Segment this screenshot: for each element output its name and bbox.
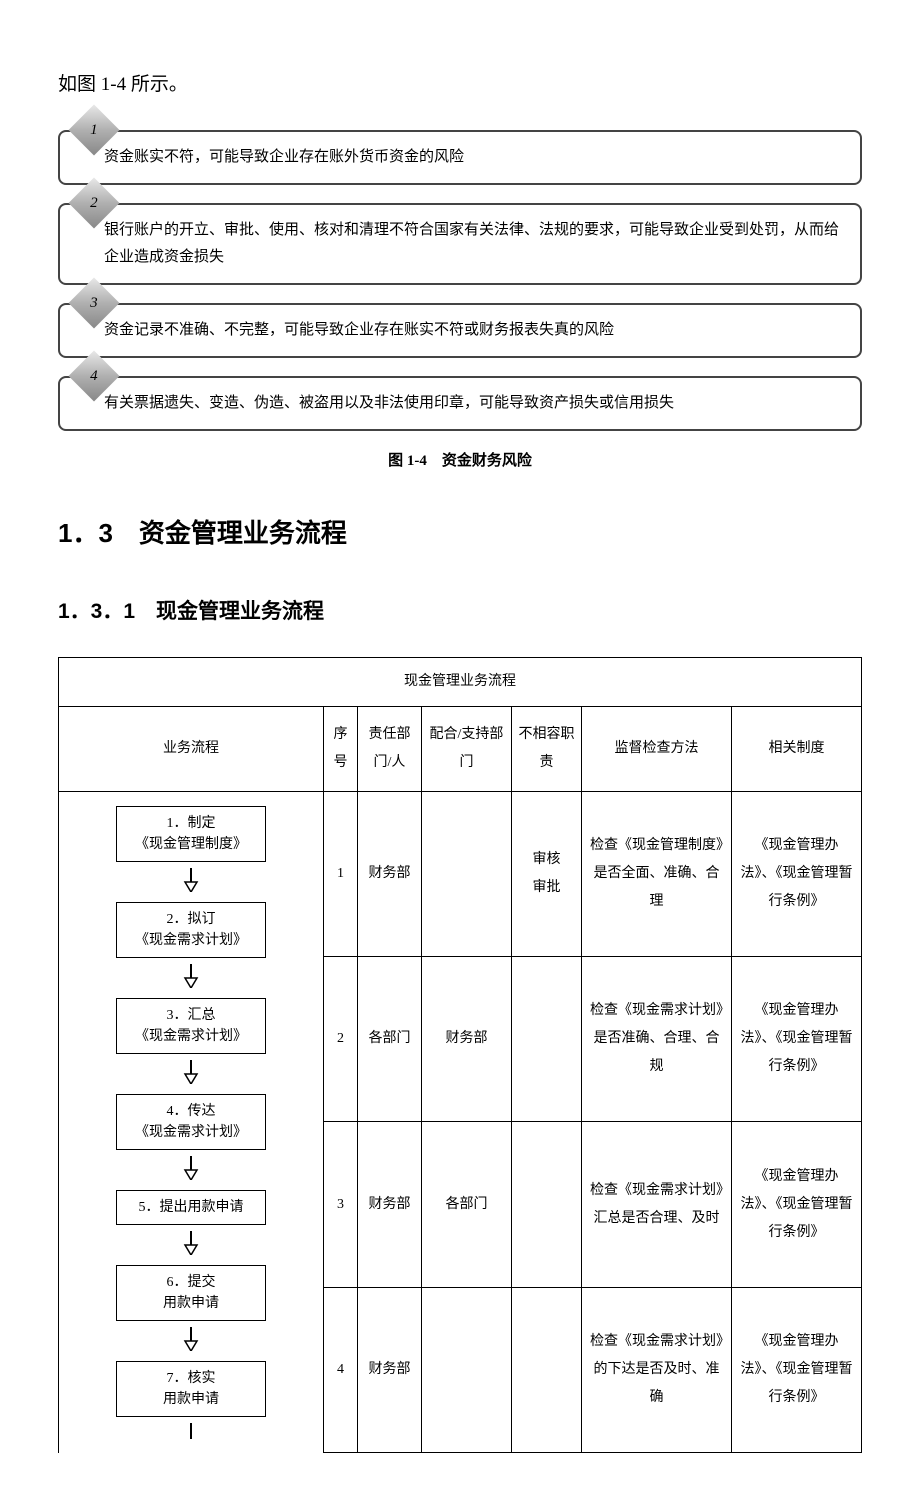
flow-arrow-icon [67, 1231, 315, 1259]
subsection-heading: 1．3．1 现金管理业务流程 [58, 595, 862, 629]
cell-system-1: 《现金管理办法》、《现金管理暂行条例》 [732, 791, 862, 956]
cell-dept-4: 财务部 [358, 1287, 422, 1452]
cell-monitor-4: 检查《现金需求计划》的下达是否及时、准确 [582, 1287, 732, 1452]
flow-step-2: 2．拟订《现金需求计划》 [116, 902, 266, 958]
cell-system-2: 《现金管理办法》、《现金管理暂行条例》 [732, 956, 862, 1121]
cell-seq-3: 3 [324, 1122, 358, 1287]
cell-seq-2: 2 [324, 956, 358, 1121]
header-seq: 序号 [324, 706, 358, 791]
cell-incompat-2 [512, 956, 582, 1121]
header-support: 配合/支持部门 [422, 706, 512, 791]
flow-step-1: 1．制定《现金管理制度》 [116, 806, 266, 862]
risk-box-2: 银行账户的开立、审批、使用、核对和清理不符合国家有关法律、法规的要求，可能导致企… [58, 203, 862, 285]
header-system: 相关制度 [732, 706, 862, 791]
risk-item-2: 2 银行账户的开立、审批、使用、核对和清理不符合国家有关法律、法规的要求，可能导… [58, 203, 862, 285]
cell-dept-3: 财务部 [358, 1122, 422, 1287]
flow-arrow-icon [67, 1156, 315, 1184]
cell-monitor-3: 检查《现金需求计划》汇总是否合理、及时 [582, 1122, 732, 1287]
risk-num-3: 3 [90, 291, 98, 315]
cell-support-3: 各部门 [422, 1122, 512, 1287]
process-table: 现金管理业务流程 业务流程 序号 责任部门/人 配合/支持部门 不相容职责 监督… [58, 657, 862, 1454]
flow-step-4: 4．传达《现金需求计划》 [116, 1094, 266, 1150]
cell-incompat-3 [512, 1122, 582, 1287]
cell-incompat-4 [512, 1287, 582, 1452]
cell-monitor-2: 检查《现金需求计划》是否准确、合理、合规 [582, 956, 732, 1121]
intro-text: 如图 1-4 所示。 [58, 70, 862, 100]
risk-num-4: 4 [90, 364, 98, 388]
figure-caption: 图 1-4 资金财务风险 [58, 449, 862, 473]
risk-num-2: 2 [90, 191, 98, 215]
flow-step-5: 5．提出用款申请 [116, 1190, 266, 1225]
cell-dept-2: 各部门 [358, 956, 422, 1121]
risk-num-1: 1 [90, 118, 98, 142]
risk-box-3: 资金记录不准确、不完整，可能导致企业存在账实不符或财务报表失真的风险 [58, 303, 862, 358]
flow-arrow-icon [67, 964, 315, 992]
risk-item-4: 4 有关票据遗失、变造、伪造、被盗用以及非法使用印章，可能导致资产损失或信用损失 [58, 376, 862, 431]
header-incompat: 不相容职责 [512, 706, 582, 791]
cell-support-4 [422, 1287, 512, 1452]
cell-seq-1: 1 [324, 791, 358, 956]
flow-arrow-icon [67, 1423, 315, 1443]
risk-list: 1 资金账实不符，可能导致企业存在账外货币资金的风险 2 银行账户的开立、审批、… [58, 130, 862, 431]
flow-step-3: 3．汇总《现金需求计划》 [116, 998, 266, 1054]
cell-monitor-1: 检查《现金管理制度》是否全面、准确、合理 [582, 791, 732, 956]
table-row: 1．制定《现金管理制度》 2．拟订《现金需求计划》 3．汇总《现金需求计划》 4… [59, 791, 862, 956]
header-monitor: 监督检查方法 [582, 706, 732, 791]
flow-cell: 1．制定《现金管理制度》 2．拟订《现金需求计划》 3．汇总《现金需求计划》 4… [59, 791, 324, 1453]
table-header-row: 业务流程 序号 责任部门/人 配合/支持部门 不相容职责 监督检查方法 相关制度 [59, 706, 862, 791]
flow-step-6: 6．提交用款申请 [116, 1265, 266, 1321]
header-dept: 责任部门/人 [358, 706, 422, 791]
cell-support-1 [422, 791, 512, 956]
risk-box-1: 资金账实不符，可能导致企业存在账外货币资金的风险 [58, 130, 862, 185]
risk-box-4: 有关票据遗失、变造、伪造、被盗用以及非法使用印章，可能导致资产损失或信用损失 [58, 376, 862, 431]
cell-dept-1: 财务部 [358, 791, 422, 956]
cell-support-2: 财务部 [422, 956, 512, 1121]
header-flow: 业务流程 [59, 706, 324, 791]
risk-item-1: 1 资金账实不符，可能导致企业存在账外货币资金的风险 [58, 130, 862, 185]
flow-step-7: 7．核实用款申请 [116, 1361, 266, 1417]
flow-container: 1．制定《现金管理制度》 2．拟订《现金需求计划》 3．汇总《现金需求计划》 4… [67, 806, 315, 1443]
cell-seq-4: 4 [324, 1287, 358, 1452]
cell-system-3: 《现金管理办法》、《现金管理暂行条例》 [732, 1122, 862, 1287]
cell-system-4: 《现金管理办法》、《现金管理暂行条例》 [732, 1287, 862, 1452]
risk-item-3: 3 资金记录不准确、不完整，可能导致企业存在账实不符或财务报表失真的风险 [58, 303, 862, 358]
table-title: 现金管理业务流程 [59, 657, 862, 706]
flow-arrow-icon [67, 1327, 315, 1355]
section-heading: 1．3 资金管理业务流程 [58, 513, 862, 555]
cell-incompat-1: 审核审批 [512, 791, 582, 956]
flow-arrow-icon [67, 1060, 315, 1088]
flow-arrow-icon [67, 868, 315, 896]
table-title-row: 现金管理业务流程 [59, 657, 862, 706]
